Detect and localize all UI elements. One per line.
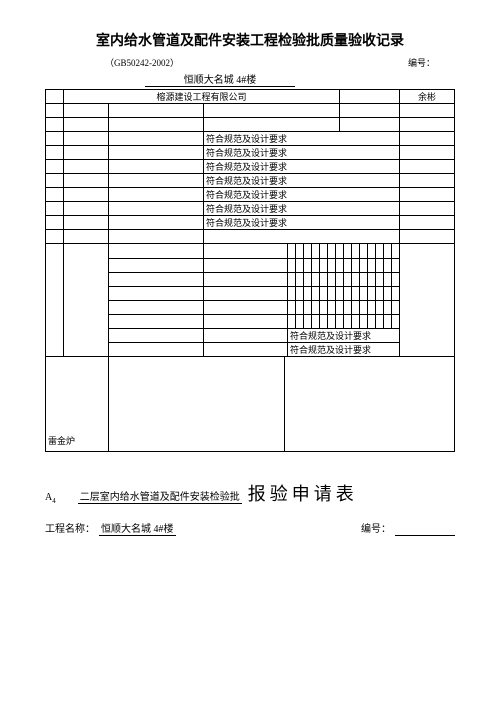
spec-cell: 符合规范及设计要求 (204, 160, 400, 174)
number-label: 编号： (408, 56, 435, 69)
signature-table: 雷金炉 (45, 357, 455, 453)
person-cell: 余彬 (400, 90, 455, 104)
num-label-2: 编号： (361, 520, 391, 536)
spec-cell: 符合规范及设计要求 (204, 216, 400, 230)
table-row: 符合规范及设计要求 (46, 160, 455, 174)
doc-title: 室内给水管道及配件安装工程检验批质量验收记录 (45, 30, 455, 50)
num-blank (395, 520, 455, 536)
a4-prefix: A4 (45, 492, 56, 505)
contractor-cell: 榕源建设工程有限公司 (64, 90, 340, 104)
table-row (46, 244, 455, 258)
project-line-2: 工程名称： 恒顺大名城 4#楼 编号： (45, 520, 455, 536)
table-row (46, 230, 455, 244)
proj-label: 工程名称： (45, 520, 95, 536)
table-row: 符合规范及设计要求 (46, 188, 455, 202)
signer-cell: 雷金炉 (46, 357, 109, 452)
table-row (46, 118, 455, 132)
a4-big: 报验申请表 (248, 480, 358, 506)
table-row: 符合规范及设计要求 (46, 216, 455, 230)
a4-mid: 二层室内给水管道及配件安装检验批 (78, 488, 242, 504)
spec-cell: 符合规范及设计要求 (204, 132, 400, 146)
spec-cell: 符合规范及设计要求 (204, 188, 400, 202)
table-row (46, 104, 455, 118)
table-row: 雷金炉 (46, 357, 455, 452)
table-row: 符合规范及设计要求 (46, 202, 455, 216)
spec-cell: 符合规范及设计要求 (288, 328, 400, 342)
a4-heading: A4 二层室内给水管道及配件安装检验批 报验申请表 (45, 480, 455, 506)
grid-table: 符合规范及设计要求 符合规范及设计要求 (45, 244, 455, 357)
subhead-row: （GB50242-2002） 编号： (45, 56, 455, 69)
table-row: 榕源建设工程有限公司 余彬 (46, 90, 455, 104)
standard-code: （GB50242-2002） (105, 56, 179, 69)
section-2: A4 二层室内给水管道及配件安装检验批 报验申请表 工程名称： 恒顺大名城 4#… (45, 480, 455, 536)
spec-cell: 符合规范及设计要求 (204, 202, 400, 216)
inspection-table: 榕源建设工程有限公司 余彬 符合规范及设计要求 符合规范及设计要求 符合规范及设… (45, 89, 455, 244)
proj-name-2: 恒顺大名城 4#楼 (99, 520, 176, 536)
project-name-row: 恒顺大名城 4#楼 (45, 71, 455, 87)
spec-cell: 符合规范及设计要求 (288, 342, 400, 356)
spec-cell: 符合规范及设计要求 (204, 174, 400, 188)
project-name: 恒顺大名城 4#楼 (145, 71, 295, 87)
spec-cell: 符合规范及设计要求 (204, 146, 400, 160)
table-row: 符合规范及设计要求 (46, 132, 455, 146)
table-row: 符合规范及设计要求 (46, 174, 455, 188)
table-row: 符合规范及设计要求 (46, 146, 455, 160)
